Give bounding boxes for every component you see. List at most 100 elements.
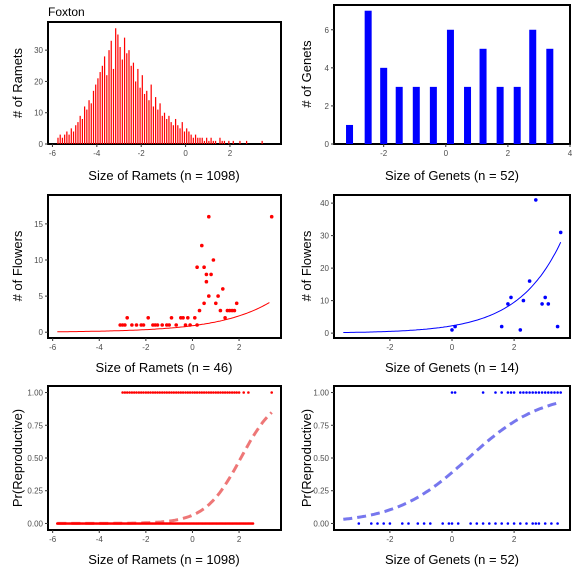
y-tick-label: 10 — [34, 256, 43, 265]
bar — [206, 137, 208, 144]
y-tick-label: 0 — [325, 329, 330, 338]
data-point — [547, 391, 550, 394]
bar — [208, 140, 210, 144]
data-point — [488, 522, 491, 525]
bar — [188, 131, 190, 144]
data-point — [186, 316, 190, 320]
bar — [239, 140, 241, 144]
bar — [103, 56, 106, 144]
data-point — [156, 391, 159, 394]
bar — [223, 140, 226, 144]
data-point — [450, 328, 454, 332]
data-point — [195, 323, 199, 327]
data-point — [186, 391, 190, 394]
bar — [106, 75, 108, 144]
bar — [112, 68, 115, 144]
data-point — [269, 214, 274, 219]
bar — [139, 87, 141, 144]
x-tick-label: 2 — [506, 149, 511, 158]
axes: -6 -4 -2 0 2 0.00 0.25 0.50 0.75 1.00 — [27, 389, 241, 544]
bar — [210, 137, 212, 144]
x-tick-label: -4 — [96, 535, 104, 544]
data-point — [531, 522, 534, 525]
data-point — [179, 391, 183, 394]
data-point — [235, 391, 238, 394]
x-tick-label: -6 — [49, 535, 57, 544]
data-point — [521, 298, 526, 303]
points — [56, 391, 274, 525]
data-point — [556, 522, 559, 525]
data-point — [509, 391, 513, 394]
data-point — [174, 323, 178, 327]
data-point — [121, 391, 124, 394]
data-point — [234, 301, 239, 306]
data-point — [522, 391, 525, 394]
x-tick-label: 0 — [190, 535, 195, 544]
bar — [479, 48, 487, 144]
bar — [128, 50, 130, 144]
data-point — [247, 391, 250, 394]
data-point — [469, 522, 472, 525]
data-point — [540, 302, 544, 306]
data-point — [232, 308, 237, 313]
x-axis-label: Size of Ramets (n = 1098) — [88, 168, 239, 183]
data-point — [534, 391, 538, 394]
x-tick-label: 2 — [237, 343, 242, 352]
panel-genet-reproductive: -2 0 2 0.00 0.25 0.50 0.75 1.00 Size of Genets … — [299, 385, 571, 567]
data-point — [130, 391, 134, 394]
data-point — [401, 522, 404, 525]
y-tick-label: 0 — [39, 328, 44, 337]
data-point — [559, 391, 562, 394]
bar — [70, 128, 72, 144]
bar — [68, 134, 70, 144]
data-point — [123, 323, 127, 327]
data-point — [200, 243, 204, 248]
data-point — [555, 324, 560, 329]
data-point — [509, 295, 513, 300]
points — [343, 198, 563, 333]
y-tick-label: 0 — [39, 140, 44, 149]
bar — [152, 106, 155, 144]
data-point — [450, 391, 454, 394]
data-point — [506, 391, 510, 394]
bar — [150, 84, 152, 144]
bar — [214, 140, 217, 144]
data-point — [543, 295, 547, 300]
bar — [212, 140, 214, 144]
panel-ramet-reproductive: -6 -4 -2 0 2 0.00 0.25 0.50 0.75 1.00 Size of Ram… — [10, 385, 282, 567]
bar — [219, 137, 221, 144]
data-point — [197, 308, 202, 313]
plot-frame — [47, 385, 282, 531]
bar — [84, 106, 86, 144]
data-point — [195, 265, 199, 270]
data-point — [525, 522, 528, 525]
data-point — [177, 391, 180, 394]
data-point — [130, 323, 134, 327]
data-point — [242, 391, 245, 394]
data-point — [205, 391, 208, 394]
bar — [137, 68, 139, 144]
y-tick-label: 0.75 — [27, 421, 43, 430]
y-axis-label: # of Genets — [299, 40, 314, 108]
bar — [529, 29, 537, 144]
data-point — [519, 522, 522, 525]
data-point — [207, 294, 211, 298]
y-tick-label: 40 — [320, 199, 329, 208]
bar — [148, 100, 150, 144]
data-point — [512, 522, 516, 525]
bar — [159, 103, 161, 144]
y-tick-label: 0.00 — [313, 519, 329, 528]
data-point — [500, 391, 504, 394]
x-tick-label: 0 — [444, 149, 449, 158]
data-point — [144, 391, 148, 394]
x-tick-label: -2 — [142, 343, 150, 352]
y-tick-label: 30 — [34, 46, 43, 55]
data-point — [453, 324, 457, 329]
data-point — [170, 391, 173, 394]
data-point — [184, 391, 187, 394]
data-point — [214, 391, 218, 394]
points — [57, 214, 274, 333]
bar — [66, 131, 68, 144]
x-tick-label: 2 — [512, 535, 517, 544]
